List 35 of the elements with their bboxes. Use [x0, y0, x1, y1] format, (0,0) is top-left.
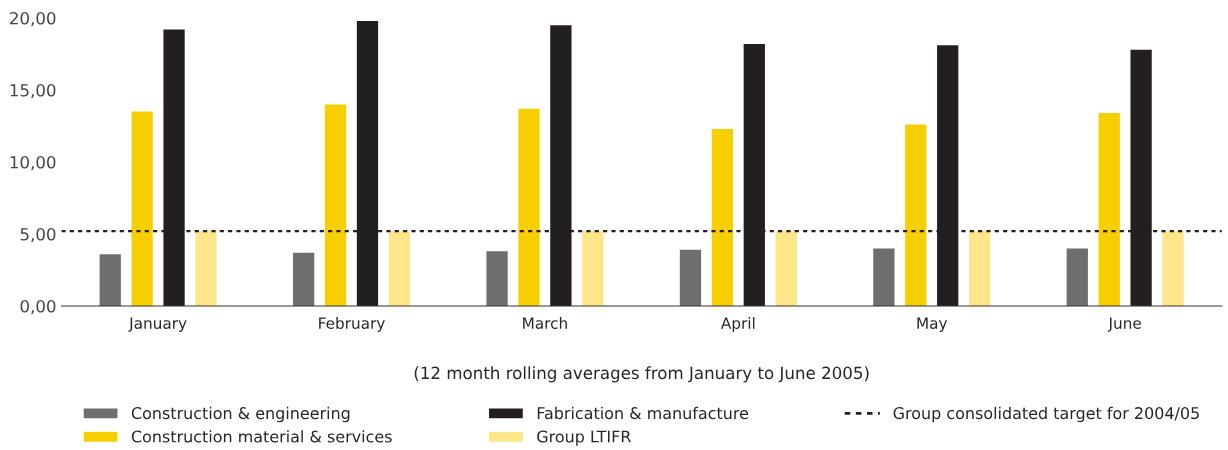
- bar: [388, 231, 411, 306]
- bar: [324, 104, 347, 306]
- y-tick-label: 0,00: [20, 299, 56, 315]
- bar: [195, 231, 217, 306]
- x-tick-label: March: [523, 317, 567, 329]
- x-tick-label: January: [128, 317, 187, 332]
- legend-label: Construction material & services: [131, 430, 392, 443]
- bar: [486, 251, 508, 306]
- bar: [873, 248, 895, 306]
- bar: [905, 124, 927, 306]
- x-tick-label: February: [319, 317, 385, 332]
- x-tick-label: May: [917, 317, 948, 332]
- x-axis-title: (12 month rolling averages from January to June 2005): [414, 366, 869, 383]
- legend-label: Fabrication & manufacture: [537, 406, 749, 420]
- y-tick-label: 20,00: [10, 11, 56, 27]
- bar: [518, 108, 540, 306]
- bar: [775, 231, 797, 306]
- bar: [293, 252, 315, 306]
- bar: [131, 111, 153, 306]
- y-tick-label: 5,00: [20, 227, 56, 243]
- bar: [711, 128, 734, 306]
- y-tick-label: 15,00: [10, 83, 56, 99]
- legend-label: Construction & engineering: [131, 406, 350, 423]
- bar: [1098, 113, 1120, 306]
- y-tick-label: 10,00: [10, 155, 56, 171]
- x-tick-label: June: [1107, 317, 1141, 332]
- x-tick-label: April: [720, 317, 755, 332]
- bar: [679, 249, 702, 306]
- legend-label: Group LTIFR: [537, 430, 631, 446]
- bar: [1162, 231, 1184, 306]
- bar: [99, 254, 121, 306]
- bar: [1066, 248, 1088, 306]
- legend-label: Group consolidated target for 2004/05: [893, 406, 1199, 423]
- bar: [582, 231, 604, 306]
- bar: [968, 231, 991, 306]
